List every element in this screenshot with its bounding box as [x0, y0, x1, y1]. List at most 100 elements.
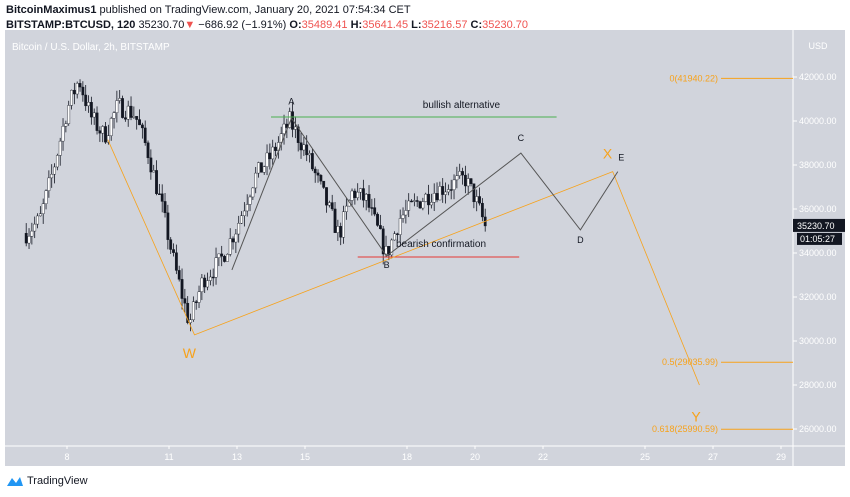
candle-body	[410, 200, 413, 203]
candle-body	[313, 168, 317, 174]
candle-body	[316, 172, 320, 176]
candle-body	[469, 178, 473, 184]
candle-body	[211, 276, 215, 279]
candle-body	[401, 214, 405, 219]
candle-body	[424, 193, 428, 202]
candle-body	[191, 301, 195, 320]
candle-body	[254, 172, 258, 189]
candle-body	[350, 190, 354, 201]
x-tick-label: 27	[708, 452, 718, 462]
candle-body	[458, 171, 462, 176]
candle-body	[449, 189, 453, 191]
candle-body	[41, 203, 45, 214]
candle-body	[67, 105, 71, 124]
candle-body	[123, 117, 127, 120]
candle-body	[223, 256, 226, 262]
candle-body	[53, 166, 56, 175]
candle-body	[265, 152, 269, 167]
countdown-badge	[797, 232, 842, 245]
candle-body	[370, 207, 374, 209]
candle-body	[106, 135, 110, 143]
candle-body	[446, 189, 450, 193]
candle-body	[455, 175, 459, 181]
candle-body	[242, 210, 246, 216]
publish-info: published on TradingView.com, January 20…	[99, 4, 411, 16]
chart-annotation: A	[288, 97, 294, 107]
candle-body	[282, 123, 286, 134]
x-tick-label: 25	[640, 452, 650, 462]
candle-body	[466, 178, 470, 187]
fib-level-label: 0(41940.22)	[669, 73, 718, 83]
candle-body	[364, 193, 368, 201]
currency-label: USD	[808, 41, 828, 51]
candle-body	[104, 126, 107, 143]
candle-body	[344, 205, 348, 212]
trend-line-wxy	[107, 139, 700, 386]
candle-body	[24, 232, 28, 244]
candle-body	[395, 233, 399, 235]
candle-body	[138, 119, 141, 126]
candle-body	[234, 233, 238, 243]
candle-body	[112, 112, 116, 119]
candle-body	[33, 223, 37, 232]
countdown-label: 01:05:27	[800, 234, 835, 244]
candle-body	[149, 157, 153, 173]
chart-annotation: X	[603, 145, 613, 161]
candle-body	[475, 196, 479, 203]
candle-body	[36, 215, 39, 225]
trend-line-abcde	[231, 117, 619, 271]
last-price-label: 35230.70	[797, 221, 835, 231]
candle-body	[163, 201, 167, 214]
candle-body	[47, 177, 51, 191]
candle-body	[95, 112, 99, 131]
candle-body	[274, 146, 277, 151]
candle-body	[378, 225, 382, 230]
candle-body	[305, 144, 309, 156]
candle-body	[418, 201, 422, 209]
y-tick-label: 38000.00	[799, 160, 837, 170]
candle-body	[50, 173, 54, 179]
candle-body	[208, 276, 212, 281]
candle-body	[206, 280, 209, 288]
candle-body	[132, 116, 136, 118]
candle-body	[461, 171, 464, 176]
candle-body	[432, 193, 436, 203]
fib-level-label: 0.618(25990.59)	[652, 424, 718, 434]
candle-body	[412, 200, 416, 202]
candle-body	[157, 193, 161, 195]
x-tick-label: 15	[300, 452, 310, 462]
author-name[interactable]: BitcoinMaximus1	[6, 4, 97, 16]
x-tick-label: 18	[402, 452, 412, 462]
candle-body	[44, 190, 48, 204]
candle-body	[217, 253, 221, 258]
candle-body	[393, 233, 396, 241]
last-price: 35230.70	[138, 19, 185, 31]
y-tick-label: 26000.00	[799, 424, 837, 434]
candle-body	[177, 270, 181, 280]
candle-body	[251, 187, 255, 198]
last-price-badge	[793, 218, 845, 232]
symbol-line: BITSTAMP:BTCUSD, 120 35230.70▼ −686.92 (…	[6, 19, 529, 31]
price-change: −686.92 (−1.91%)	[198, 19, 287, 31]
candle-body	[381, 228, 385, 255]
x-tick-label: 29	[776, 452, 786, 462]
x-tick-label: 20	[470, 452, 480, 462]
y-tick-label: 32000.00	[799, 292, 837, 302]
candle-body	[478, 196, 481, 204]
y-tick-label: 28000.00	[799, 380, 837, 390]
candle-body	[183, 298, 187, 304]
candle-body	[390, 239, 394, 256]
candle-body	[356, 191, 360, 198]
candle-body	[293, 126, 297, 130]
candle-body	[342, 211, 345, 238]
x-tick-label: 11	[164, 452, 173, 462]
candle-body	[384, 246, 388, 255]
candle-body	[118, 98, 122, 101]
x-tick-label: 13	[232, 452, 242, 462]
y-tick-label: 30000.00	[799, 336, 837, 346]
candle-body	[421, 201, 425, 209]
candle-body	[336, 226, 340, 233]
tradingview-logo[interactable]: TradingView	[6, 475, 88, 487]
candle-body	[146, 142, 150, 159]
